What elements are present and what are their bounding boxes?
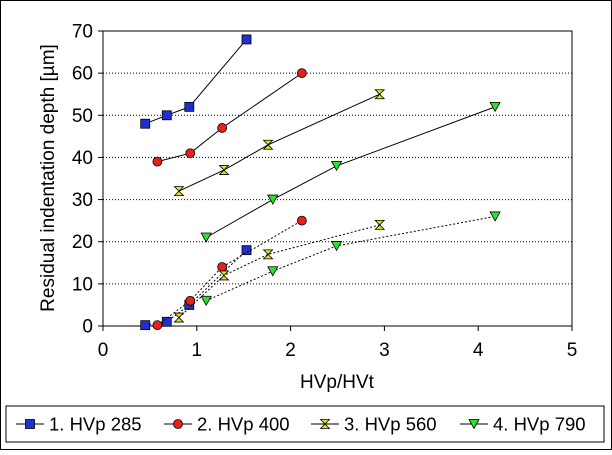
legend-marker xyxy=(25,419,35,429)
y-tick-label: 10 xyxy=(72,274,93,295)
data-point xyxy=(241,34,252,45)
plot-area xyxy=(102,30,573,327)
data-point xyxy=(185,295,196,306)
x-tick-label: 2 xyxy=(285,340,296,361)
y-tick-label: 50 xyxy=(72,106,93,127)
legend-label: 2. HVp 400 xyxy=(197,414,290,435)
data-point xyxy=(152,156,163,167)
data-point xyxy=(374,89,386,100)
data-point xyxy=(267,266,279,277)
tick-marks xyxy=(98,30,573,331)
series-4 xyxy=(200,101,501,307)
legend-label: 3. HVp 560 xyxy=(344,414,437,435)
legend-item-1: 1. HVp 285 xyxy=(16,414,142,435)
x-tick-label: 4 xyxy=(473,340,484,361)
series-line-lower xyxy=(178,224,380,318)
y-tick-label: 30 xyxy=(72,190,93,211)
legend-marker xyxy=(468,419,480,430)
series-line-upper xyxy=(145,39,247,125)
y-axis-label: Residual indentation depth [µm] xyxy=(38,44,59,312)
legend-item-2: 2. HVp 400 xyxy=(164,414,290,435)
data-point xyxy=(218,165,230,175)
data-point xyxy=(161,110,172,121)
series-line-lower xyxy=(145,249,247,326)
data-point xyxy=(200,232,212,243)
data-point xyxy=(152,320,163,331)
x-tick-label: 5 xyxy=(567,340,578,361)
data-point xyxy=(241,245,252,256)
y-tick-label: 70 xyxy=(72,22,93,43)
data-point xyxy=(200,295,212,307)
x-axis-label: HVp/HVt xyxy=(300,372,375,393)
data-point xyxy=(296,68,307,79)
data-point xyxy=(140,118,151,129)
data-point xyxy=(262,249,274,260)
data-point xyxy=(489,211,501,222)
series-line-upper xyxy=(178,93,380,192)
y-tick-label: 20 xyxy=(72,232,93,253)
series-line-lower xyxy=(205,215,496,302)
legend-box xyxy=(5,405,605,443)
y-tick-labels: 0 10 20 30 40 50 60 70 xyxy=(72,22,93,338)
y-tick-label: 60 xyxy=(72,64,93,85)
data-point xyxy=(184,101,195,112)
legend-item-3: 3. HVp 560 xyxy=(311,414,437,435)
x-tick-label: 0 xyxy=(98,340,109,361)
series-2 xyxy=(152,68,307,331)
data-point xyxy=(296,215,307,226)
data-point xyxy=(217,262,228,272)
data-point xyxy=(374,219,386,230)
legend-label: 4. HVp 790 xyxy=(493,414,586,435)
data-point xyxy=(185,148,196,159)
data-point xyxy=(489,101,501,113)
data-point xyxy=(217,123,228,133)
data-point xyxy=(161,316,172,327)
legend-marker xyxy=(319,419,331,429)
x-tick-label: 3 xyxy=(379,340,390,361)
data-point xyxy=(330,160,343,172)
series-line-upper xyxy=(205,106,496,238)
legend-item-4: 4. HVp 790 xyxy=(460,414,586,435)
legend-label: 1. HVp 285 xyxy=(49,414,142,435)
y-tick-label: 40 xyxy=(72,148,93,169)
series-3 xyxy=(173,89,386,323)
legend: 1. HVp 285 2. HVp 400 3. HVp 560 4. HVp 790 xyxy=(5,405,605,443)
gridlines xyxy=(103,72,572,285)
legend-marker xyxy=(173,419,183,429)
data-point xyxy=(140,320,151,331)
data-point xyxy=(173,186,185,197)
data-point xyxy=(262,139,274,150)
data-point xyxy=(330,241,343,252)
y-tick-label: 0 xyxy=(82,317,93,338)
data-point xyxy=(173,312,185,323)
x-tick-labels: 0 1 2 3 4 5 xyxy=(98,340,578,361)
series-1 xyxy=(140,34,252,331)
data-point xyxy=(267,194,279,205)
data-point xyxy=(218,270,230,281)
series-line-upper xyxy=(157,72,303,163)
data-series xyxy=(140,34,501,331)
x-tick-label: 1 xyxy=(192,340,203,361)
